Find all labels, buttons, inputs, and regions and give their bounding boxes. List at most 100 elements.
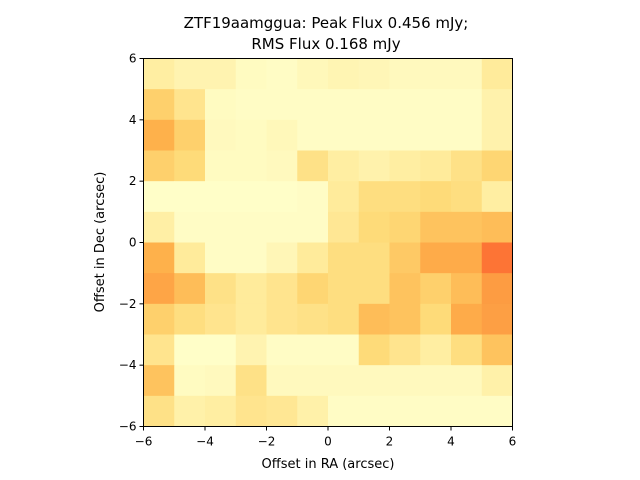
heatmap-cell bbox=[235, 303, 267, 335]
heatmap-cell bbox=[389, 119, 421, 151]
heatmap-cell bbox=[143, 211, 175, 243]
heatmap-cell bbox=[420, 211, 452, 243]
heatmap-cell bbox=[389, 150, 421, 182]
x-axis: −6 −4 −2 0 2 4 6 bbox=[135, 426, 517, 449]
heatmap-cell bbox=[358, 119, 390, 151]
x-tick-label: −6 bbox=[135, 435, 153, 449]
heatmap-cell bbox=[451, 273, 483, 305]
y-tick-label: 4 bbox=[129, 113, 137, 127]
heatmap-cell bbox=[235, 119, 267, 151]
heatmap-cell bbox=[328, 150, 360, 182]
heatmap-cell bbox=[205, 273, 237, 305]
heatmap-cell bbox=[174, 119, 206, 151]
heatmap-cell bbox=[174, 273, 206, 305]
heatmap-cell bbox=[143, 365, 175, 397]
heatmap-cell bbox=[235, 365, 267, 397]
heatmap-cell bbox=[143, 181, 175, 213]
heatmap-cell bbox=[235, 150, 267, 182]
heatmap-cell bbox=[143, 273, 175, 305]
heatmap-cell bbox=[358, 181, 390, 213]
heatmap-cell bbox=[451, 334, 483, 366]
heatmap-cell bbox=[266, 119, 298, 151]
heatmap-cell bbox=[389, 395, 421, 427]
heatmap-cell bbox=[143, 89, 175, 121]
heatmap-cell bbox=[174, 150, 206, 182]
heatmap-cell bbox=[205, 303, 237, 335]
y-tick-label: 2 bbox=[129, 174, 137, 188]
heatmap-cell bbox=[420, 181, 452, 213]
heatmap-cell bbox=[266, 89, 298, 121]
heatmap-cell bbox=[328, 273, 360, 305]
y-tick-label: 0 bbox=[129, 236, 137, 250]
y-tick-label: −2 bbox=[119, 297, 137, 311]
x-tick-label: 2 bbox=[386, 435, 394, 449]
heatmap-cell bbox=[235, 211, 267, 243]
heatmap-cell bbox=[174, 181, 206, 213]
heatmap-cell bbox=[297, 89, 329, 121]
heatmap-cell bbox=[420, 365, 452, 397]
y-tick-label: 6 bbox=[129, 52, 137, 66]
x-tick-label: 6 bbox=[509, 435, 517, 449]
heatmap-cell bbox=[451, 242, 483, 274]
heatmap-cell bbox=[174, 242, 206, 274]
heatmap-cell bbox=[297, 334, 329, 366]
x-tick-label: 0 bbox=[324, 435, 332, 449]
heatmap-cell bbox=[328, 242, 360, 274]
heatmap-cell bbox=[481, 89, 513, 121]
heatmap-cell bbox=[451, 119, 483, 151]
heatmap-cell bbox=[358, 334, 390, 366]
heatmap-cell bbox=[481, 119, 513, 151]
heatmap-cell bbox=[174, 395, 206, 427]
heatmap-cell bbox=[235, 242, 267, 274]
y-tick-label: −4 bbox=[119, 358, 137, 372]
x-tick-label: 4 bbox=[447, 435, 455, 449]
heatmap-cell bbox=[297, 211, 329, 243]
chart-title-line2: RMS Flux 0.168 mJy bbox=[251, 35, 400, 53]
heatmap-cell bbox=[235, 58, 267, 90]
heatmap-cell bbox=[389, 273, 421, 305]
heatmap-cell bbox=[328, 119, 360, 151]
heatmap-cell bbox=[358, 58, 390, 90]
heatmap-cell bbox=[174, 365, 206, 397]
heatmap-cell bbox=[328, 334, 360, 366]
heatmap-cell bbox=[358, 211, 390, 243]
heatmap-cell bbox=[266, 181, 298, 213]
heatmap-cell bbox=[266, 334, 298, 366]
heatmap-cell bbox=[420, 119, 452, 151]
heatmap-cell bbox=[297, 395, 329, 427]
heatmap-cell bbox=[205, 242, 237, 274]
heatmap-cells bbox=[143, 58, 513, 427]
heatmap-cell bbox=[420, 273, 452, 305]
heatmap-cell bbox=[481, 242, 513, 274]
x-tick-label: −2 bbox=[258, 435, 276, 449]
heatmap-cell bbox=[235, 273, 267, 305]
heatmap-cell bbox=[266, 242, 298, 274]
heatmap-cell bbox=[358, 150, 390, 182]
heatmap-cell bbox=[143, 150, 175, 182]
heatmap-cell bbox=[481, 58, 513, 90]
heatmap-cell bbox=[235, 395, 267, 427]
heatmap-cell bbox=[205, 211, 237, 243]
heatmap-cell bbox=[420, 334, 452, 366]
heatmap-cell bbox=[297, 303, 329, 335]
y-axis: −6 −4 −2 0 2 4 6 bbox=[119, 52, 144, 434]
y-tick-label: −6 bbox=[119, 420, 137, 434]
heatmap-cell bbox=[358, 89, 390, 121]
heatmap-cell bbox=[266, 150, 298, 182]
heatmap-cell bbox=[481, 181, 513, 213]
heatmap-cell bbox=[143, 303, 175, 335]
heatmap-cell bbox=[451, 150, 483, 182]
heatmap-cell bbox=[328, 303, 360, 335]
heatmap-cell bbox=[481, 211, 513, 243]
heatmap-cell bbox=[420, 89, 452, 121]
heatmap-cell bbox=[451, 365, 483, 397]
heatmap-cell bbox=[297, 273, 329, 305]
heatmap-cell bbox=[328, 211, 360, 243]
heatmap-cell bbox=[451, 89, 483, 121]
heatmap-cell bbox=[389, 334, 421, 366]
heatmap-cell bbox=[451, 303, 483, 335]
heatmap-cell bbox=[143, 334, 175, 366]
heatmap-cell bbox=[328, 181, 360, 213]
heatmap-cell bbox=[143, 58, 175, 90]
